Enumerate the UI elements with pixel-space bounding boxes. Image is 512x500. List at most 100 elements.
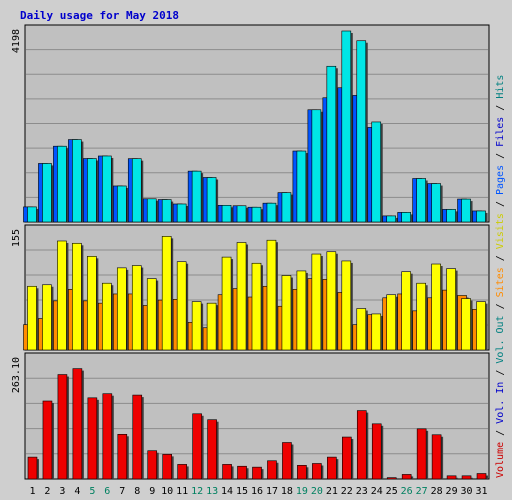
bar-kbytes-in-day-17	[267, 460, 277, 480]
bar-kbytes-in-day-15	[237, 465, 247, 480]
bar-visits-day-27	[416, 282, 426, 351]
x-tick-label: 25	[386, 486, 398, 497]
bar-kbytes-in-day-13	[207, 419, 217, 480]
bar-kbytes-in-day-16	[252, 466, 262, 480]
bar-visits-day-8	[131, 265, 142, 351]
bar-kbytes-in-day-31	[476, 473, 487, 480]
bar-kbytes-in-day-9	[147, 450, 158, 480]
bar-kbytes-in-day-20	[312, 463, 322, 480]
bar-hits-day-14	[221, 205, 232, 223]
bar-visits-day-5	[87, 256, 97, 351]
x-tick-label: 2	[44, 486, 50, 497]
bar-hits-day-9	[146, 198, 157, 223]
bar-kbytes-in-day-2	[42, 400, 53, 480]
legend-separator: /	[495, 195, 506, 213]
legend-item: Files	[495, 117, 506, 147]
bar-kbytes-in-day-25	[386, 477, 397, 480]
axis-max-label: 263.10	[11, 357, 22, 393]
bar-visits-day-4	[72, 242, 82, 351]
bar-kbytes-in-day-21	[327, 456, 337, 480]
bar-hits-day-11	[176, 203, 187, 223]
bar-hits-day-25	[386, 215, 397, 223]
bar-hits-day-7	[116, 185, 127, 223]
bar-hits-day-3	[57, 145, 67, 223]
x-tick-label: 15	[236, 486, 248, 497]
bar-visits-day-17	[266, 239, 277, 351]
x-tick-label: 24	[371, 486, 383, 497]
x-tick-label: 17	[266, 486, 278, 497]
x-tick-label: 7	[119, 486, 125, 497]
legend-separator: /	[495, 147, 506, 165]
bar-kbytes-in-day-28	[431, 434, 442, 480]
bar-hits-day-19	[296, 150, 307, 223]
bar-hits-day-4	[72, 139, 82, 223]
bar-visits-day-21	[326, 251, 337, 351]
bar-visits-day-18	[281, 275, 292, 351]
x-tick-label: 3	[59, 486, 65, 497]
bar-visits-day-23	[356, 308, 367, 351]
bar-hits-day-28	[431, 183, 441, 223]
bar-kbytes-in-day-26	[401, 474, 412, 480]
bar-kbytes-in-day-1	[27, 456, 38, 480]
x-tick-label: 26	[401, 486, 413, 497]
bar-hits-day-6	[102, 155, 112, 223]
bar-kbytes-in-day-14	[222, 464, 232, 480]
x-tick-label: 1	[29, 486, 35, 497]
x-tick-label: 8	[134, 486, 140, 497]
bar-hits-day-26	[401, 212, 411, 223]
legend-item: Hits	[495, 75, 506, 99]
bar-hits-day-29	[446, 209, 456, 223]
bar-kbytes-in-day-27	[416, 428, 427, 480]
bar-visits-day-14	[221, 256, 232, 351]
x-tick-label: 20	[311, 486, 323, 497]
bar-hits-day-8	[131, 158, 142, 223]
bar-hits-day-31	[476, 210, 486, 223]
bar-visits-day-22	[341, 260, 352, 351]
x-tick-label: 27	[416, 486, 428, 497]
bar-visits-day-28	[431, 263, 441, 351]
bar-kbytes-in-day-29	[446, 475, 457, 480]
bar-visits-day-19	[296, 270, 307, 351]
bar-kbytes-in-day-12	[192, 413, 202, 480]
bar-kbytes-in-day-11	[177, 464, 187, 480]
x-tick-label: 16	[251, 486, 263, 497]
bar-visits-day-26	[401, 271, 411, 351]
bar-kbytes-in-day-3	[57, 374, 68, 480]
bar-visits-day-2	[42, 284, 52, 351]
bar-visits-day-20	[311, 253, 322, 351]
bar-hits-day-22	[341, 30, 352, 223]
bar-hits-day-30	[461, 198, 471, 223]
axis-max-label: 155	[11, 229, 22, 247]
x-tick-label: 12	[191, 486, 203, 497]
legend-separator: /	[495, 99, 506, 117]
x-tick-label: 18	[281, 486, 293, 497]
x-tick-label: 29	[446, 486, 458, 497]
bar-hits-day-1	[27, 206, 37, 223]
x-tick-label: 28	[431, 486, 443, 497]
legend-item: Vol. Out	[495, 315, 506, 363]
bar-visits-day-12	[191, 301, 202, 351]
bar-hits-day-17	[266, 202, 277, 223]
bar-hits-day-13	[206, 177, 217, 223]
legend-item: Volume	[495, 442, 506, 478]
bar-hits-day-10	[161, 199, 172, 223]
x-tick-label: 13	[206, 486, 218, 497]
legend-separator: /	[495, 249, 506, 267]
bar-hits-day-12	[191, 170, 202, 223]
bar-kbytes-in-day-10	[162, 454, 172, 480]
bar-hits-day-27	[416, 178, 426, 223]
legend-separator: /	[495, 424, 506, 442]
bar-visits-day-25	[386, 294, 397, 351]
bar-visits-day-10	[161, 236, 172, 351]
bar-visits-day-16	[251, 262, 262, 351]
legend-separator: /	[495, 297, 506, 315]
bar-kbytes-in-day-5	[87, 397, 98, 480]
bar-visits-day-11	[176, 261, 187, 351]
bar-hits-day-20	[311, 109, 322, 223]
bar-hits-day-5	[87, 158, 97, 223]
bar-kbytes-in-day-22	[342, 436, 352, 480]
legend-item: Pages	[495, 165, 506, 195]
bar-hits-day-16	[251, 206, 262, 223]
bar-visits-day-1	[27, 285, 37, 351]
x-tick-label: 6	[104, 486, 110, 497]
